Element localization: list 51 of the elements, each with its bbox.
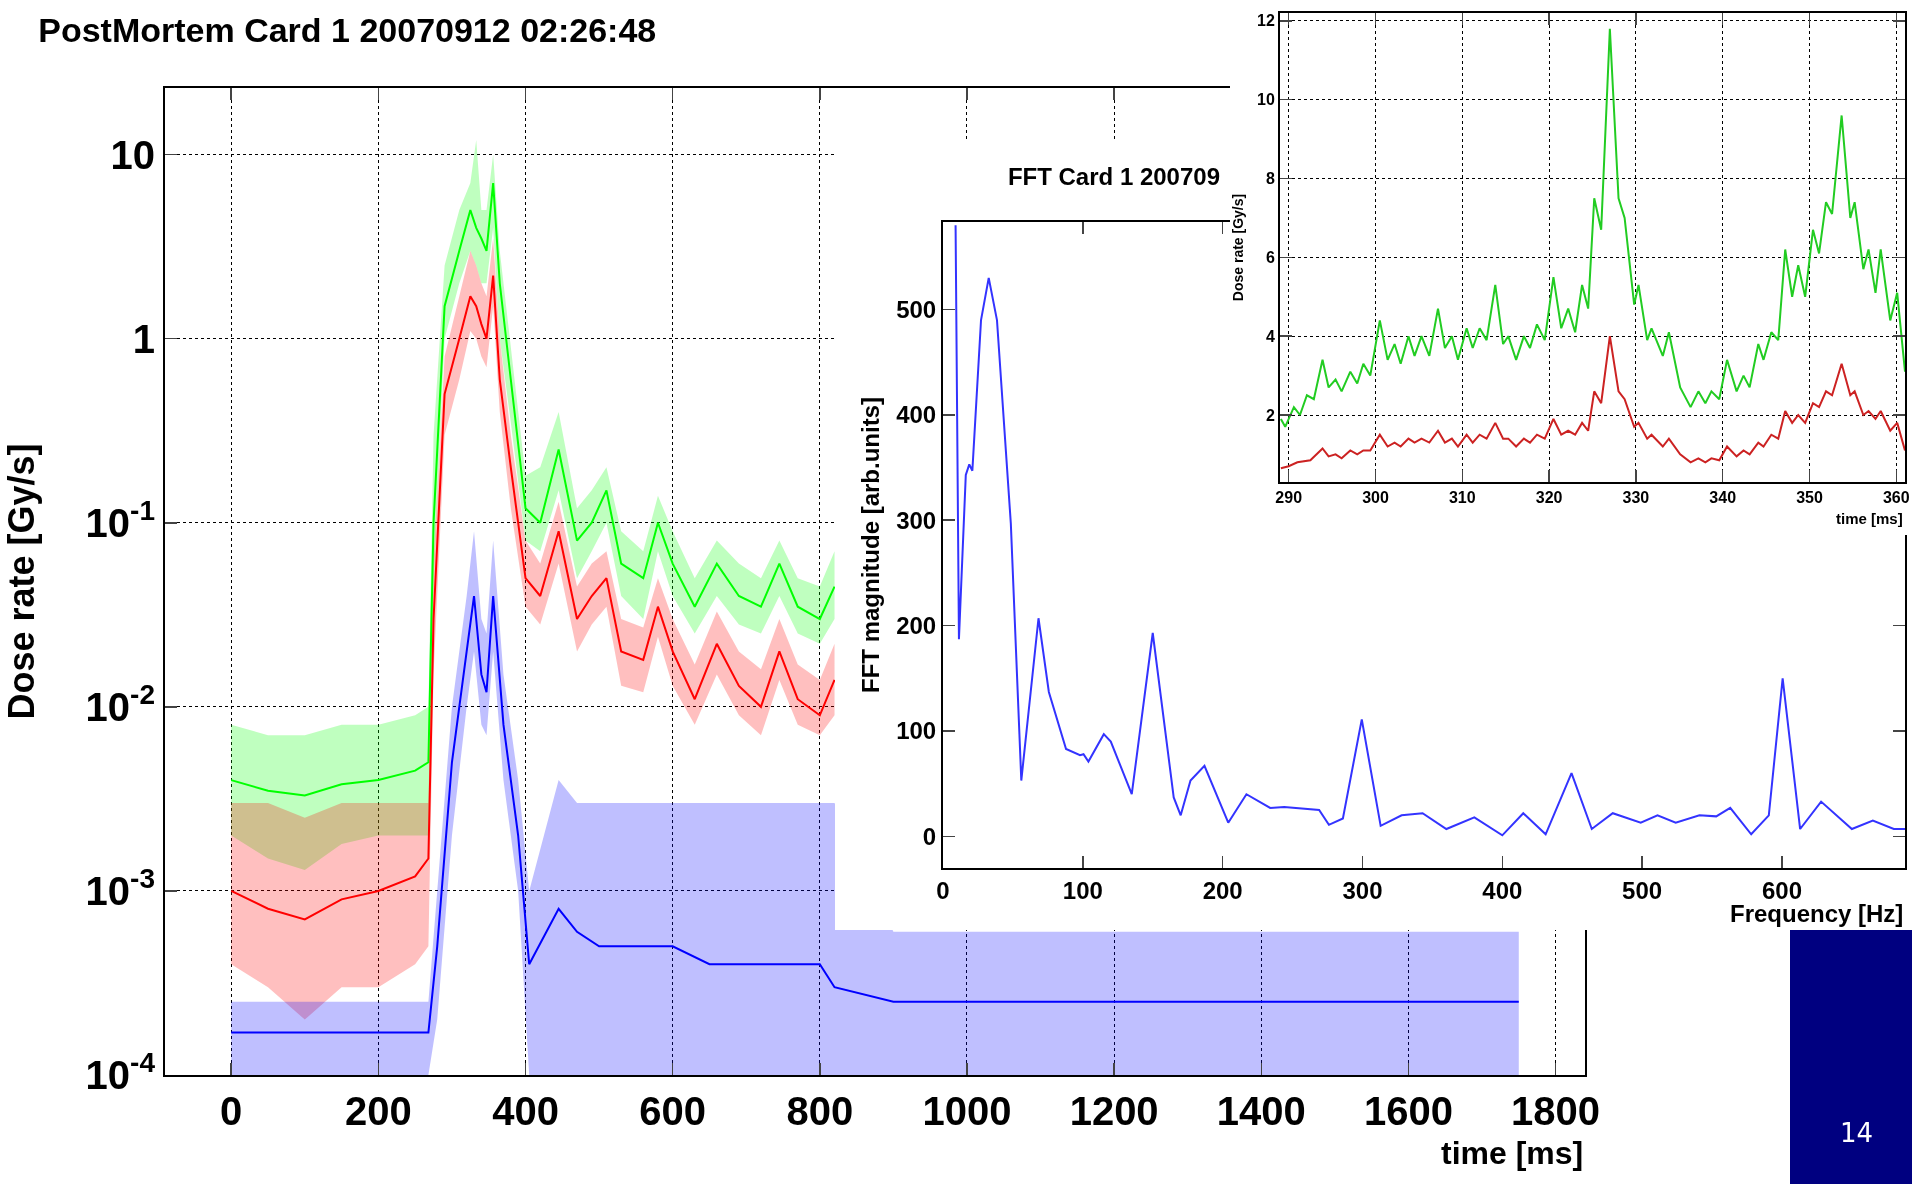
x-tick-label: 290 [1275, 489, 1303, 507]
y-axis-title: FFT magnitude [arb.units] [856, 397, 884, 693]
x-tick-label: 500 [1622, 876, 1663, 904]
x-tick-label: 800 [786, 1089, 854, 1133]
y-tick-label: 200 [896, 612, 937, 640]
y-axis-title: Dose rate [Gy/s] [0, 443, 42, 720]
y-tick-label: 0 [922, 822, 937, 850]
x-axis-title: time [ms] [1836, 510, 1903, 527]
y-tick-label: 300 [896, 506, 937, 534]
y-tick-label: 500 [896, 295, 937, 323]
x-tick-label: 400 [1482, 876, 1523, 904]
text: 14 [1840, 1118, 1874, 1148]
x-tick-label: 400 [492, 1089, 559, 1133]
y-tick-label: 8 [1265, 170, 1275, 188]
chart-title: FFT Card 1 200709 [1007, 162, 1220, 190]
line-series [230, 274, 836, 921]
x-tick-label: 600 [639, 1089, 707, 1133]
x-tick-label: 340 [1709, 489, 1737, 507]
y-tick-label: 100 [896, 717, 937, 745]
y-tick-label: 10$^{-4}$ [85, 1047, 156, 1097]
x-tick-label: 1600 [1363, 1089, 1453, 1133]
y-tick-label: 10 [1257, 91, 1275, 109]
y-tick-label: 4 [1265, 327, 1275, 345]
x-tick-label: 350 [1796, 489, 1823, 507]
y-tick-label: 10$^{-3}$ [85, 863, 155, 913]
x-tick-label: 300 [1362, 489, 1389, 507]
x-tick-label: 0 [220, 1089, 243, 1133]
x-tick-label: 1000 [922, 1089, 1012, 1133]
chart-title: PostMortem Card 1 20070912 02:26:48 [38, 10, 657, 49]
y-tick-label: 10$^{-1}$ [85, 494, 155, 545]
x-tick-label: 320 [1535, 489, 1563, 507]
x-tick-label: 200 [1202, 876, 1243, 904]
y-tick-label: 10$^{-2}$ [85, 679, 155, 729]
line-series [230, 182, 836, 797]
x-tick-label: 1800 [1511, 1089, 1601, 1133]
x-tick-label: 360 [1882, 489, 1910, 507]
y-tick-label: 1 [132, 316, 155, 361]
x-tick-label: 200 [344, 1089, 412, 1133]
y-axis-title: Dose rate [Gy/s] [1230, 193, 1247, 302]
y-tick-label: 12 [1257, 12, 1275, 30]
x-tick-label: 330 [1622, 489, 1650, 507]
x-tick-label: 1200 [1069, 1089, 1159, 1133]
y-tick-label: 2 [1265, 406, 1275, 424]
y-tick-label: 6 [1265, 248, 1275, 266]
x-tick-label: 100 [1062, 876, 1103, 904]
x-tick-label: 1400 [1216, 1089, 1306, 1133]
x-tick-label: 300 [1342, 876, 1383, 904]
y-tick-label: 10 [110, 132, 155, 177]
x-tick-label: 310 [1448, 489, 1476, 507]
y-tick-label: 400 [896, 401, 937, 429]
x-axis-title: time [ms] [1441, 1135, 1584, 1171]
